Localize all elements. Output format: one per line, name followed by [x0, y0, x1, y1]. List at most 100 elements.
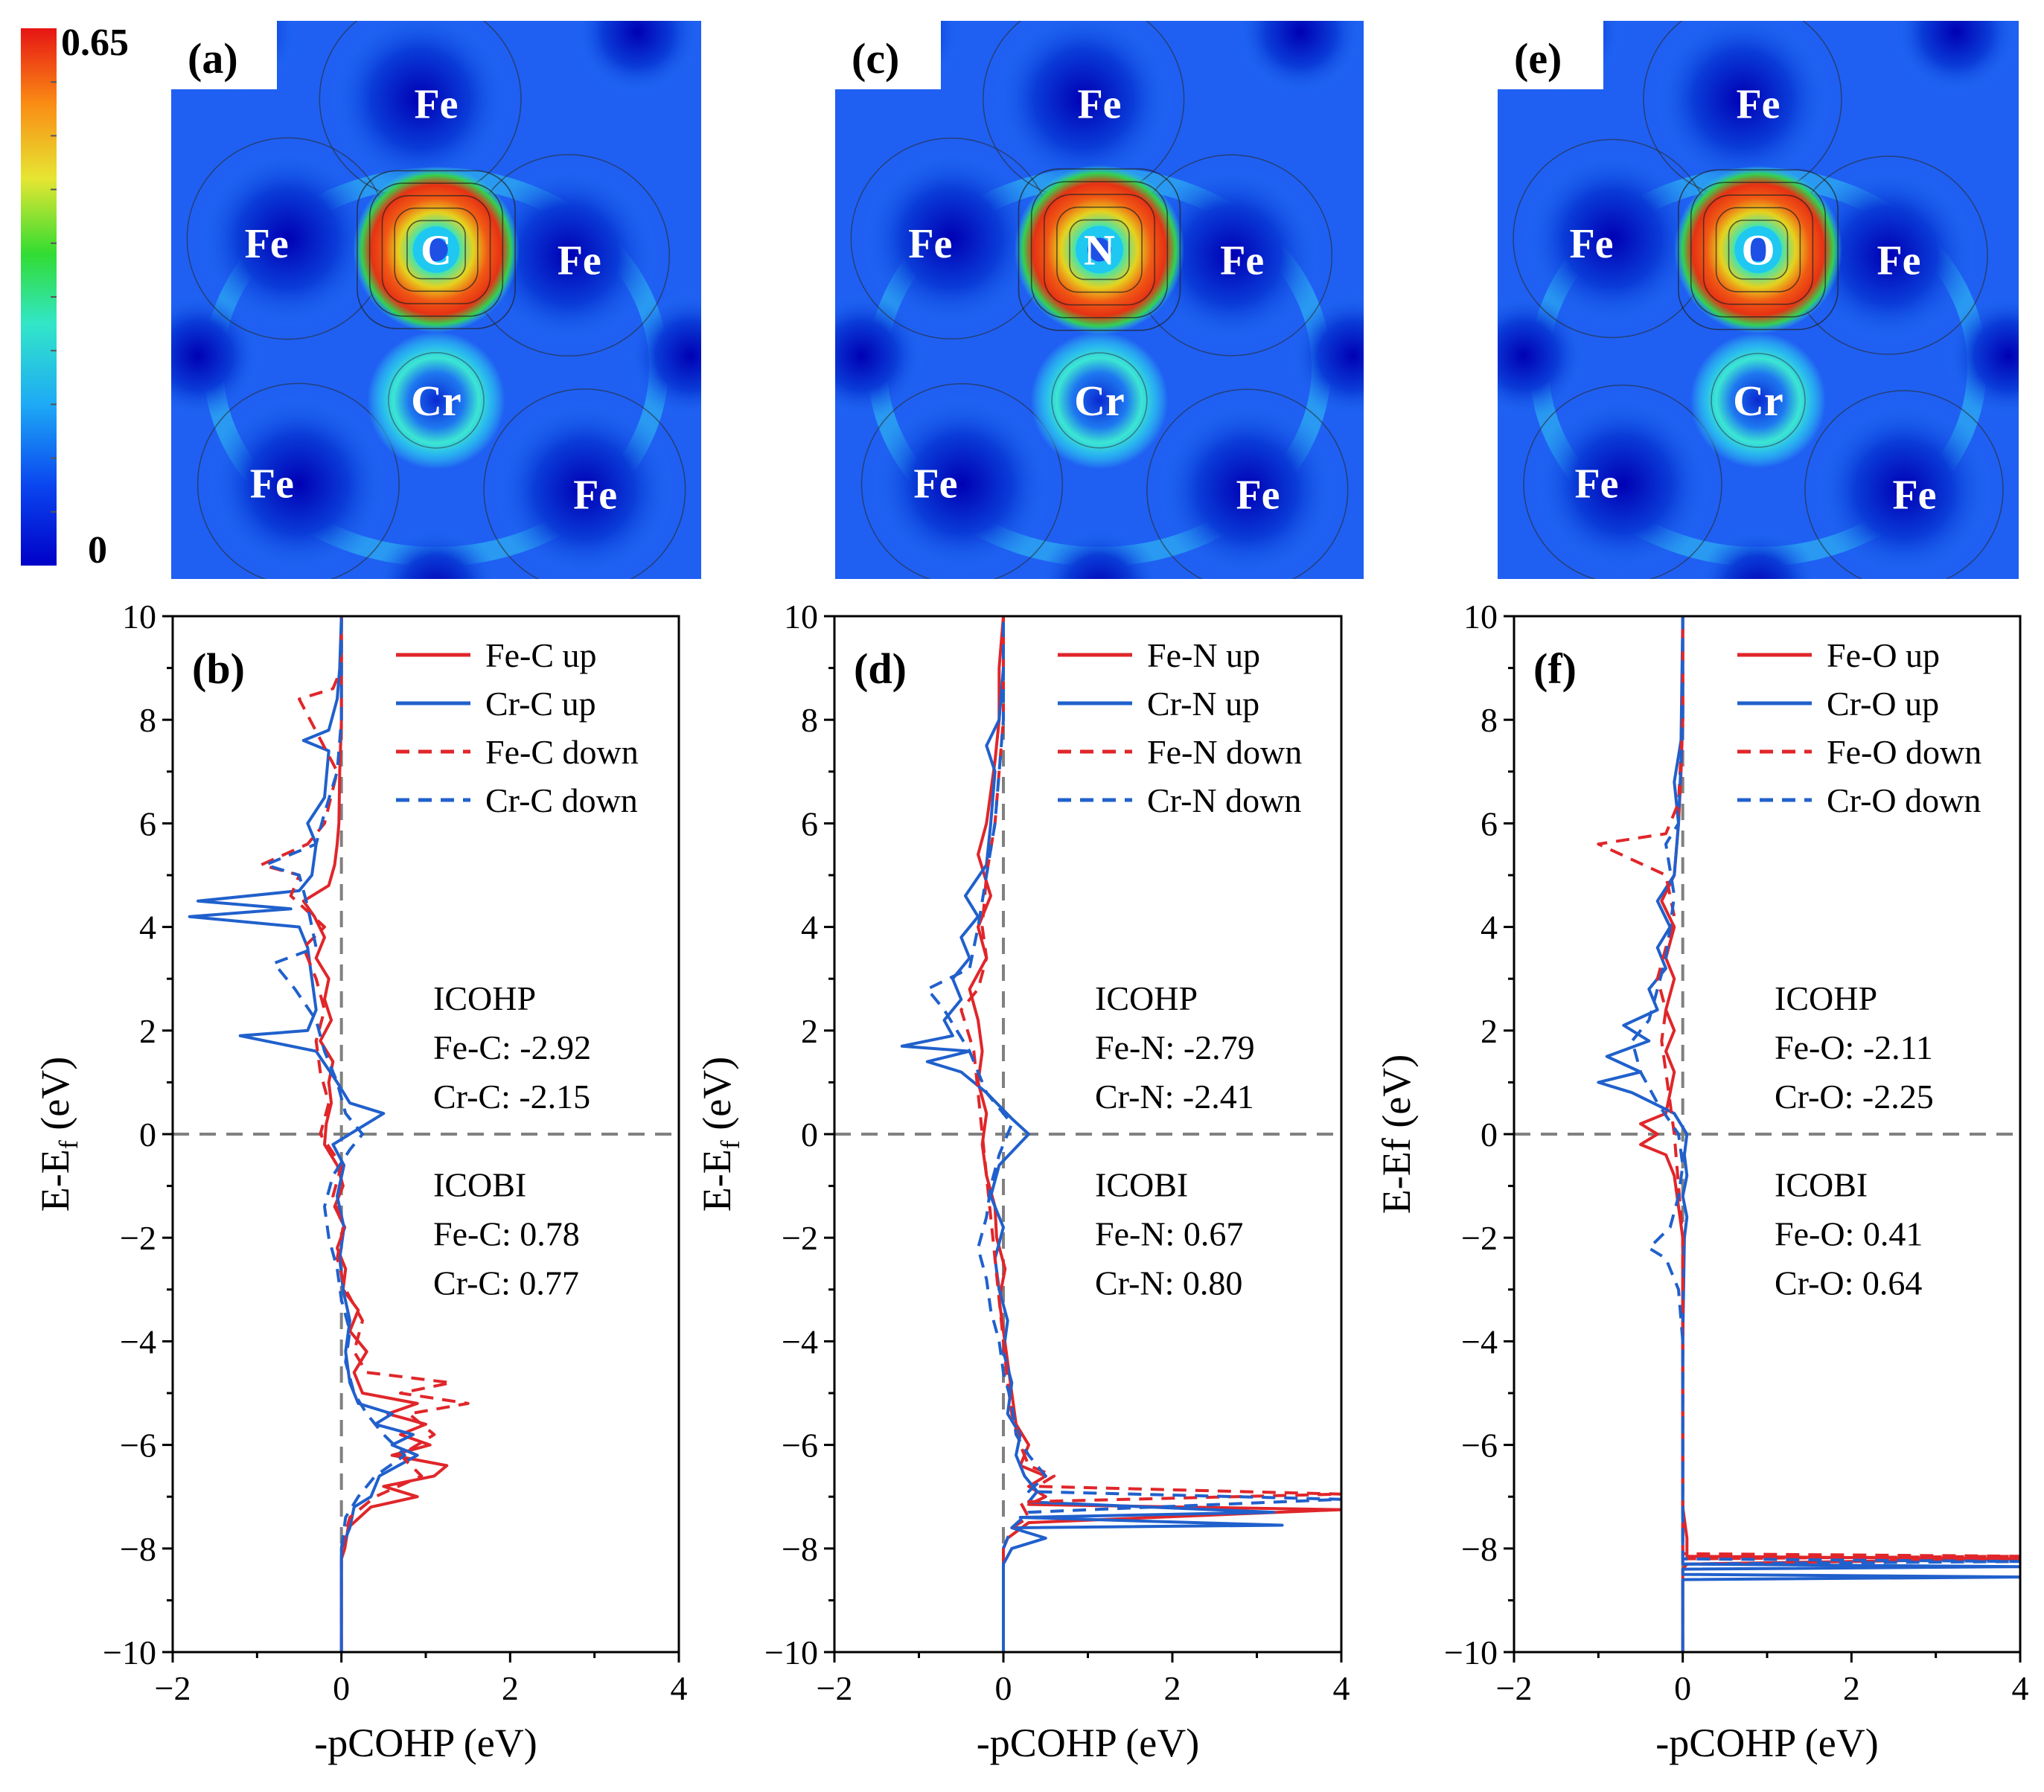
x-tick-label: 4: [1333, 1669, 1350, 1707]
map-contour: [1711, 353, 1806, 448]
atom-label-fe: Fe: [1236, 473, 1280, 519]
map-fe-basin: [1157, 400, 1338, 579]
atom-label-cr: Cr: [1074, 377, 1125, 425]
y-tick-label: 10: [784, 598, 818, 636]
icobi-value: Cr-N: 0.80: [1095, 1264, 1242, 1302]
map-center-core: [1746, 237, 1770, 262]
icohp-value: Fe-O: -2.11: [1775, 1028, 1933, 1066]
legend-entry: Fe-O down: [1827, 733, 1981, 771]
icobi-value: Cr-O: 0.64: [1775, 1264, 1922, 1302]
y-tick-label: 0: [139, 1116, 156, 1153]
series-line: [1630, 616, 2020, 1566]
map-fe-basin: [1524, 150, 1701, 327]
map-contour: [1678, 169, 1839, 330]
series-line: [925, 616, 1341, 1549]
map-center-core: [424, 237, 448, 262]
density-map-a: (a) Fe Fe Fe Fe Fe C Cr: [171, 21, 701, 579]
atom-label-cr: Cr: [1733, 377, 1783, 425]
legend-entry: Fe-C down: [485, 733, 639, 771]
map-fe-basin: [1815, 401, 1993, 578]
map-contour: [368, 182, 504, 317]
series-line: [1639, 616, 2020, 1652]
y-tick-label: −8: [120, 1530, 156, 1568]
map-contour: [388, 352, 485, 449]
map-contour: [1715, 207, 1801, 292]
atom-label-center: C: [421, 226, 452, 275]
atom-label-fe: Fe: [1877, 238, 1920, 284]
colorbar: 0.65 0: [21, 22, 129, 572]
atom-label-center: N: [1084, 226, 1115, 275]
y-tick-label: −6: [1461, 1427, 1498, 1465]
atom-label-center: O: [1741, 226, 1775, 275]
x-tick-label: 0: [333, 1669, 350, 1707]
map-fe-basin: [1534, 395, 1711, 573]
y-axis-label: E-Ef (eV): [33, 1057, 83, 1212]
map-contour: [1051, 352, 1148, 449]
atom-label-fe: Fe: [245, 221, 289, 267]
map-fe-basin: [1946, 293, 2019, 418]
map-fe-basin: [208, 394, 389, 575]
icobi-value: Fe-O: 0.41: [1775, 1215, 1923, 1253]
legend-entry: Cr-C down: [485, 781, 638, 819]
icobi-title: ICOBI: [1775, 1166, 1868, 1204]
atom-label-fe: Fe: [908, 221, 952, 267]
y-tick-label: 6: [139, 804, 156, 842]
map-fe-basin: [197, 148, 378, 329]
map-fe-basin: [1800, 167, 1977, 344]
map-contour: [1702, 194, 1814, 305]
legend-entry: Fe-N down: [1147, 733, 1302, 771]
y-tick-label: 4: [801, 909, 818, 947]
atom-label-fe: Fe: [250, 461, 294, 508]
map-fe-basin: [1289, 292, 1364, 420]
atom-label-fe: Fe: [1077, 82, 1121, 128]
map-contour: [1043, 193, 1156, 306]
cohp-chart-f: −10 −8 −6 −4 −2 0 2 4 6 8 10 −2 0 2 4 -pCOHP (eV) E-Ef (…: [1374, 598, 2029, 1765]
map-contour: [860, 383, 1064, 579]
map-fe-basin: [1236, 21, 1364, 96]
legend-entry: Cr-C up: [485, 685, 596, 723]
y-tick-label: 8: [801, 701, 818, 739]
y-tick-label: −4: [782, 1322, 818, 1360]
map-fe-basin: [1037, 526, 1162, 579]
y-tick-label: −4: [1461, 1322, 1498, 1360]
x-tick-label: 4: [2012, 1669, 2029, 1707]
series-line: [188, 616, 419, 1652]
map-contour: [381, 195, 491, 304]
y-tick-label: 0: [1481, 1116, 1498, 1153]
y-tick-label: 2: [801, 1012, 818, 1050]
legend-entry: Cr-N down: [1147, 781, 1301, 819]
map-contour: [1069, 219, 1130, 281]
atom-label-fe: Fe: [1574, 461, 1618, 508]
x-tick-label: −2: [155, 1669, 191, 1707]
x-tick-label: 0: [1674, 1669, 1691, 1707]
panel-label: (a): [188, 34, 238, 83]
map-fe-basin: [494, 399, 675, 579]
map-cr-ring: [1690, 333, 1826, 468]
colorbar-ticks: [51, 81, 57, 513]
icohp-value: Cr-O: -2.25: [1775, 1078, 1934, 1116]
map-fe-basin: [478, 164, 659, 346]
y-tick-label: 4: [139, 909, 156, 947]
legend-entry: Cr-O up: [1827, 685, 1939, 723]
atom-label-fe: Fe: [558, 238, 601, 284]
icohp-title: ICOHP: [1775, 979, 1877, 1017]
icobi-value: Cr-C: 0.77: [433, 1264, 579, 1302]
map-fe-basin: [574, 21, 701, 96]
density-map-e: (e) Fe Fe Fe Fe Fe O Cr: [1498, 21, 2019, 579]
icobi-value: Fe-N: 0.67: [1095, 1215, 1243, 1253]
series-line: [900, 616, 1284, 1652]
atom-label-fe: Fe: [913, 461, 957, 508]
map-fe-basin: [373, 526, 499, 579]
y-axis-label: E-Ef (eV): [694, 1057, 745, 1212]
panel-label: (b): [192, 644, 245, 693]
y-tick-label: −2: [120, 1219, 156, 1257]
y-tick-label: −10: [764, 1633, 818, 1671]
map-fe-basin: [171, 292, 262, 420]
map-contour: [406, 220, 466, 280]
legend-entry: Fe-O up: [1827, 636, 1940, 674]
y-tick-label: −10: [1444, 1633, 1498, 1671]
atom-label-fe: Fe: [573, 473, 617, 519]
y-tick-label: −8: [782, 1530, 818, 1568]
atom-label-fe: Fe: [414, 82, 458, 128]
icobi-title: ICOBI: [433, 1166, 526, 1204]
